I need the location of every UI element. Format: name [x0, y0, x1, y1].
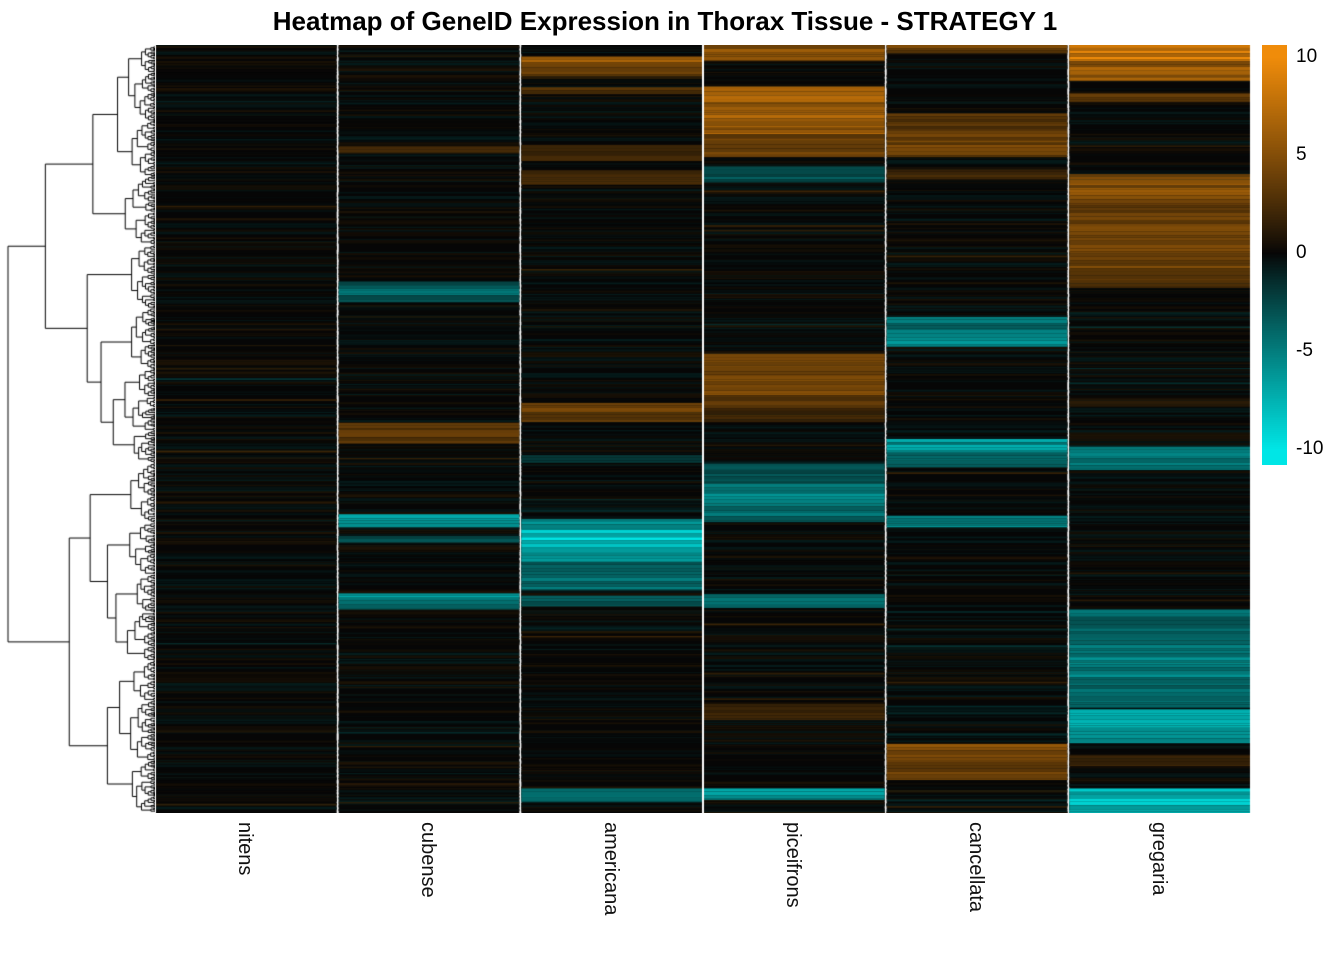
row-dendrogram [6, 45, 156, 813]
heatmap-canvas [155, 45, 1251, 813]
chart-title: Heatmap of GeneID Expression in Thorax T… [272, 6, 1058, 36]
column-label-americana: americana [599, 822, 622, 916]
column-label-cancellata: cancellata [965, 822, 987, 913]
column-label-piceifrons: piceifrons [782, 822, 805, 908]
column-label-nitens: nitens [234, 822, 257, 876]
legend-tick-label--10: -10 [1296, 438, 1324, 460]
column-label-cubense: cubense [417, 822, 439, 898]
legend-tick-label-10: 10 [1296, 45, 1318, 67]
legend-tick-label--5: -5 [1296, 340, 1313, 362]
column-label-gregaria: gregaria [1147, 822, 1170, 896]
legend-tick-label-5: 5 [1296, 143, 1307, 165]
legend-tick-label-0: 0 [1296, 242, 1307, 264]
legend-colorbar [1262, 45, 1287, 465]
